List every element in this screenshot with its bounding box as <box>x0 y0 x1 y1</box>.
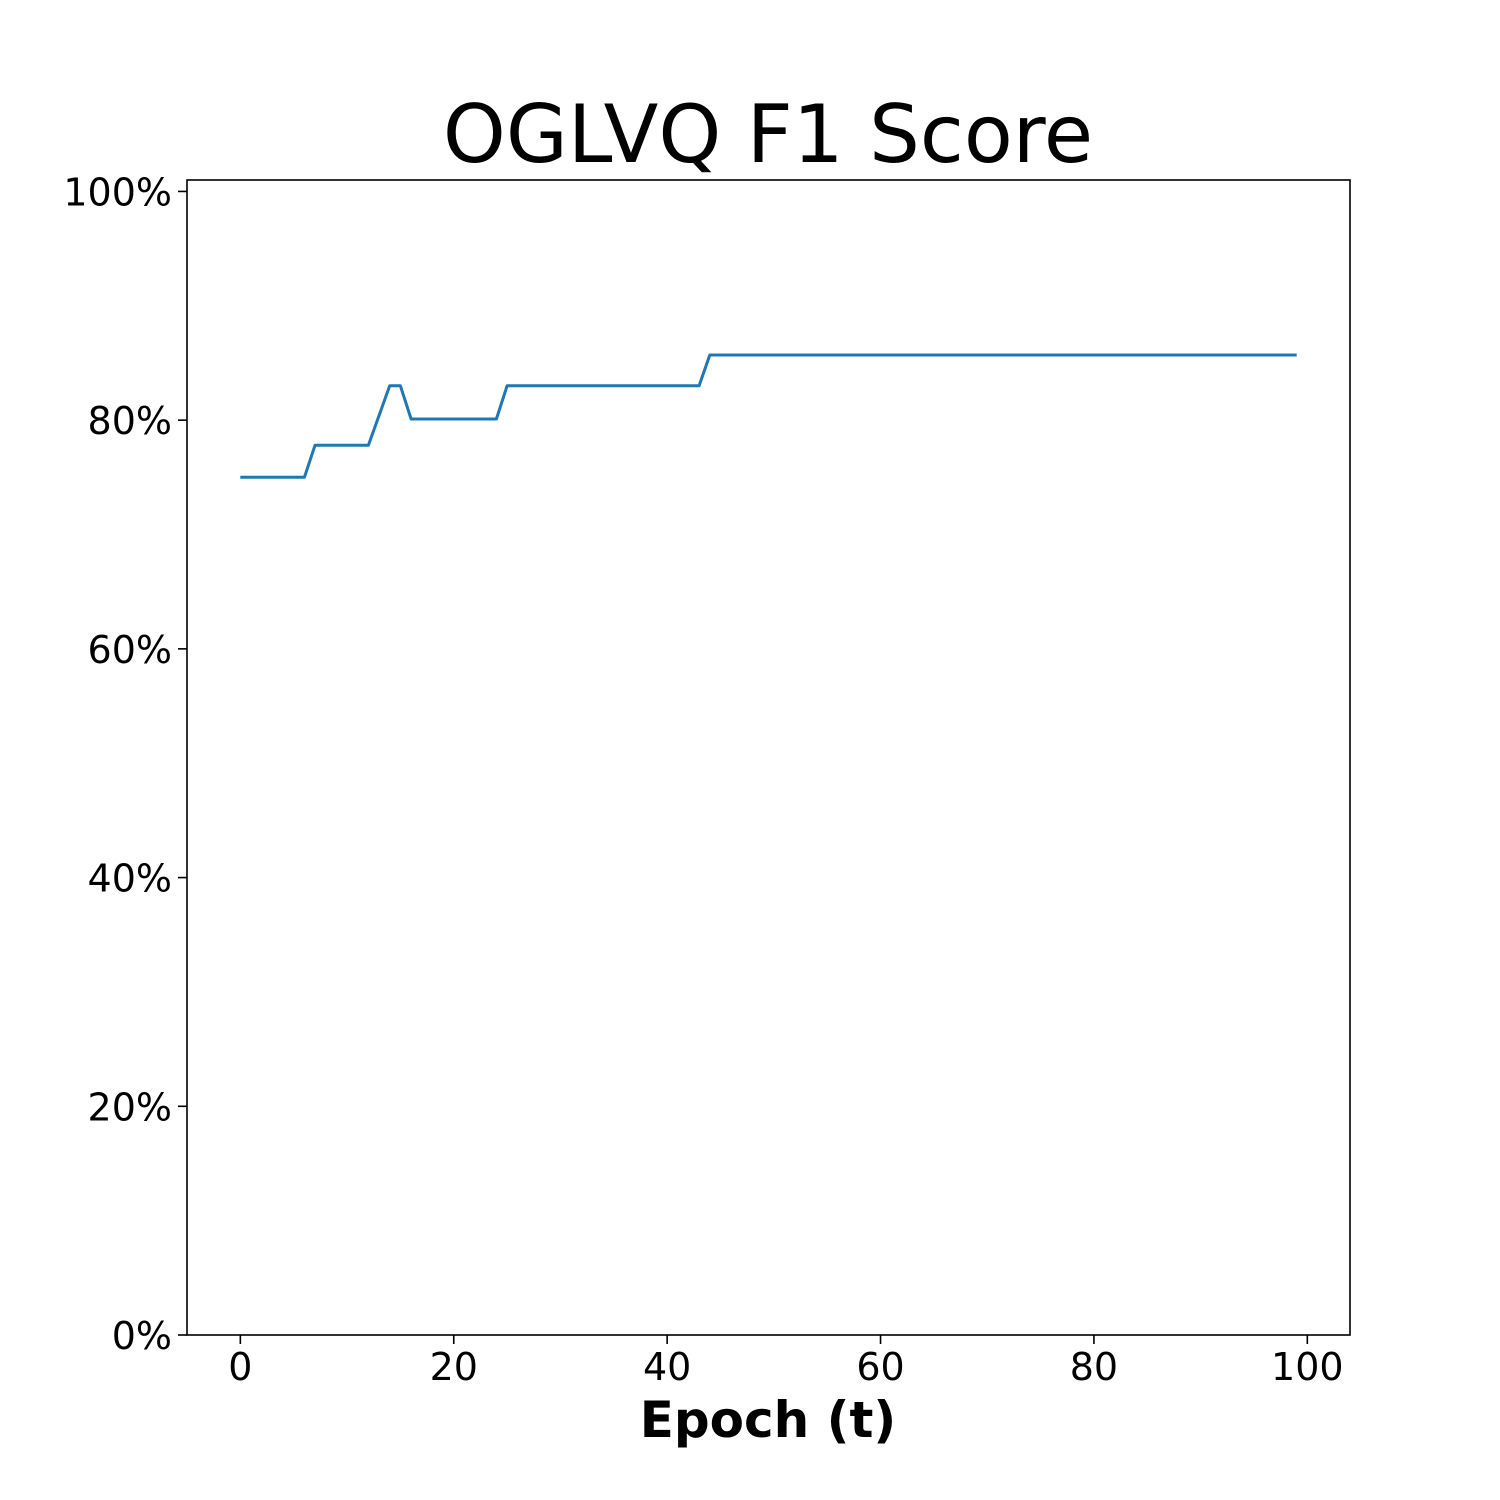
y-tick-label: 0% <box>112 1314 172 1358</box>
series-line <box>240 353 1297 479</box>
x-tick-label: 20 <box>430 1345 478 1389</box>
x-tick-label: 0 <box>228 1345 252 1389</box>
chart-title: OGLVQ F1 Score <box>443 88 1093 181</box>
x-tick-label: 60 <box>856 1345 904 1389</box>
y-tick-label: 100% <box>63 170 172 214</box>
x-tick-label: 40 <box>643 1345 691 1389</box>
x-tick-label: 100 <box>1271 1345 1344 1389</box>
plot-frame <box>186 179 1351 1336</box>
y-tick-label: 40% <box>88 857 172 901</box>
y-tick-label: 80% <box>88 399 172 443</box>
x-tick-label: 80 <box>1070 1345 1118 1389</box>
plot-area: 0 20 40 60 80 100 0% 20% 40% 60% 80% 100% <box>63 170 1351 1389</box>
y-tick-label: 60% <box>88 628 172 672</box>
x-axis-label: Epoch (t) <box>640 1391 897 1449</box>
y-tick-label: 20% <box>88 1085 172 1129</box>
